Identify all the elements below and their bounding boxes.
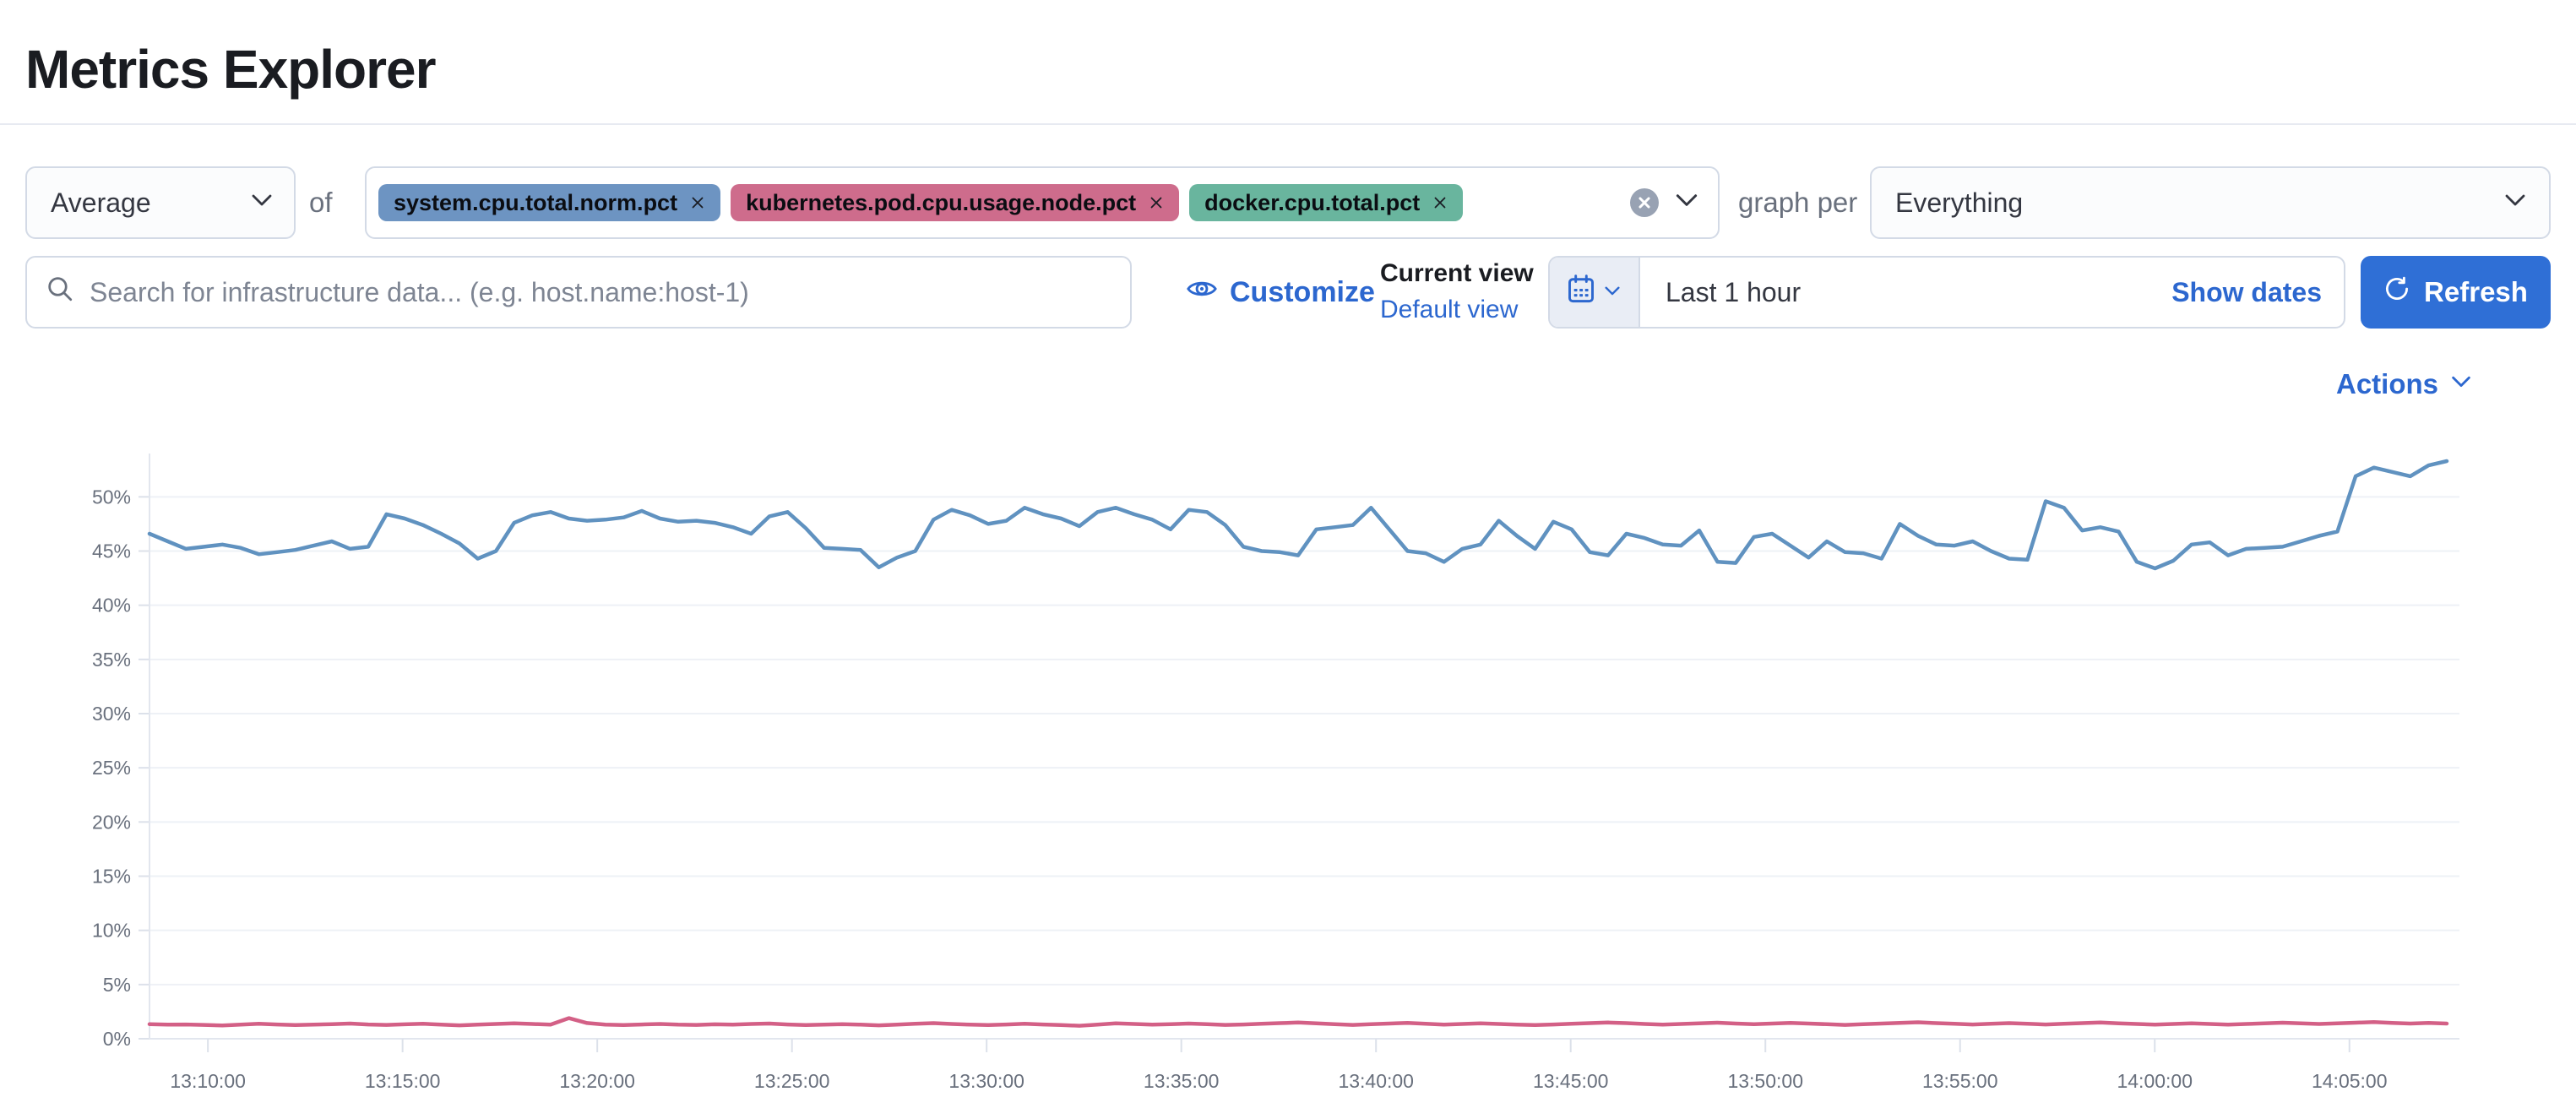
svg-text:13:10:00: 13:10:00 [170,1070,246,1092]
svg-text:13:30:00: 13:30:00 [948,1070,1024,1092]
search-field-wrapper [25,256,1132,329]
default-view-link[interactable]: Default view [1380,296,1519,323]
graph-per-label: graph per [1738,187,1858,218]
metric-pill[interactable]: kubernetes.pod.cpu.usage.node.pct [731,184,1180,221]
page-title: Metrics Explorer [25,38,437,100]
remove-metric-icon[interactable] [688,193,707,212]
search-icon [46,274,74,310]
actions-label: Actions [2336,368,2439,399]
customize-button[interactable]: Customize [1186,256,1375,329]
svg-text:40%: 40% [92,595,131,616]
svg-text:50%: 50% [92,486,131,508]
metric-pill-label: system.cpu.total.norm.pct [394,189,678,215]
show-dates-link[interactable]: Show dates [2171,276,2322,307]
svg-text:30%: 30% [92,703,131,725]
refresh-label: Refresh [2424,276,2528,307]
date-range-value[interactable]: Last 1 hour [1666,276,1802,307]
metrics-combobox[interactable]: system.cpu.total.norm.pct kubernetes.pod… [365,166,1720,239]
svg-text:14:00:00: 14:00:00 [2117,1070,2193,1092]
date-picker: Last 1 hour Show dates [1548,256,2345,329]
svg-text:35%: 35% [92,649,131,671]
svg-text:13:55:00: 13:55:00 [1922,1070,1998,1092]
chevron-down-icon [2502,186,2529,220]
svg-text:5%: 5% [103,974,131,996]
metric-pill[interactable]: system.cpu.total.norm.pct [378,184,721,221]
svg-text:13:25:00: 13:25:00 [754,1070,830,1092]
refresh-icon [2383,275,2410,309]
chevron-down-icon[interactable] [1672,185,1701,220]
aggregation-select[interactable]: Average [25,166,296,239]
svg-text:45%: 45% [92,540,131,562]
svg-text:14:05:00: 14:05:00 [2312,1070,2388,1092]
svg-text:13:20:00: 13:20:00 [559,1070,635,1092]
actions-menu-button[interactable]: Actions [2336,368,2474,400]
customize-label: Customize [1230,275,1375,308]
clear-metrics-button[interactable] [1630,188,1659,217]
svg-text:20%: 20% [92,811,131,833]
calendar-icon [1566,274,1596,311]
chevron-down-icon [248,186,275,220]
remove-metric-icon[interactable] [1431,193,1449,212]
header-divider [0,123,2576,125]
metric-pill[interactable]: docker.cpu.total.pct [1189,184,1464,221]
svg-text:13:45:00: 13:45:00 [1533,1070,1609,1092]
remove-metric-icon[interactable] [1147,193,1166,212]
graph-per-select[interactable]: Everything [1870,166,2551,239]
svg-text:13:50:00: 13:50:00 [1727,1070,1803,1092]
svg-text:13:35:00: 13:35:00 [1144,1070,1220,1092]
of-label: of [309,187,333,218]
metric-pill-label: kubernetes.pod.cpu.usage.node.pct [746,189,1137,215]
chevron-down-icon [2448,368,2474,400]
chevron-down-icon [1601,277,1623,308]
svg-text:13:40:00: 13:40:00 [1338,1070,1414,1092]
current-view-label: Current view [1380,259,1534,287]
refresh-button[interactable]: Refresh [2361,256,2551,329]
metric-pill-label: docker.cpu.total.pct [1204,189,1421,215]
eye-icon [1186,273,1218,312]
date-quick-select-button[interactable] [1550,258,1640,327]
view-indicator: Current view Default view [1380,255,1541,328]
svg-text:0%: 0% [103,1028,131,1050]
svg-text:15%: 15% [92,866,131,888]
aggregation-value: Average [51,187,151,218]
svg-text:10%: 10% [92,920,131,942]
search-input[interactable] [88,275,1113,309]
graph-per-value: Everything [1895,187,2024,218]
svg-text:25%: 25% [92,757,131,779]
svg-text:13:15:00: 13:15:00 [365,1070,441,1092]
